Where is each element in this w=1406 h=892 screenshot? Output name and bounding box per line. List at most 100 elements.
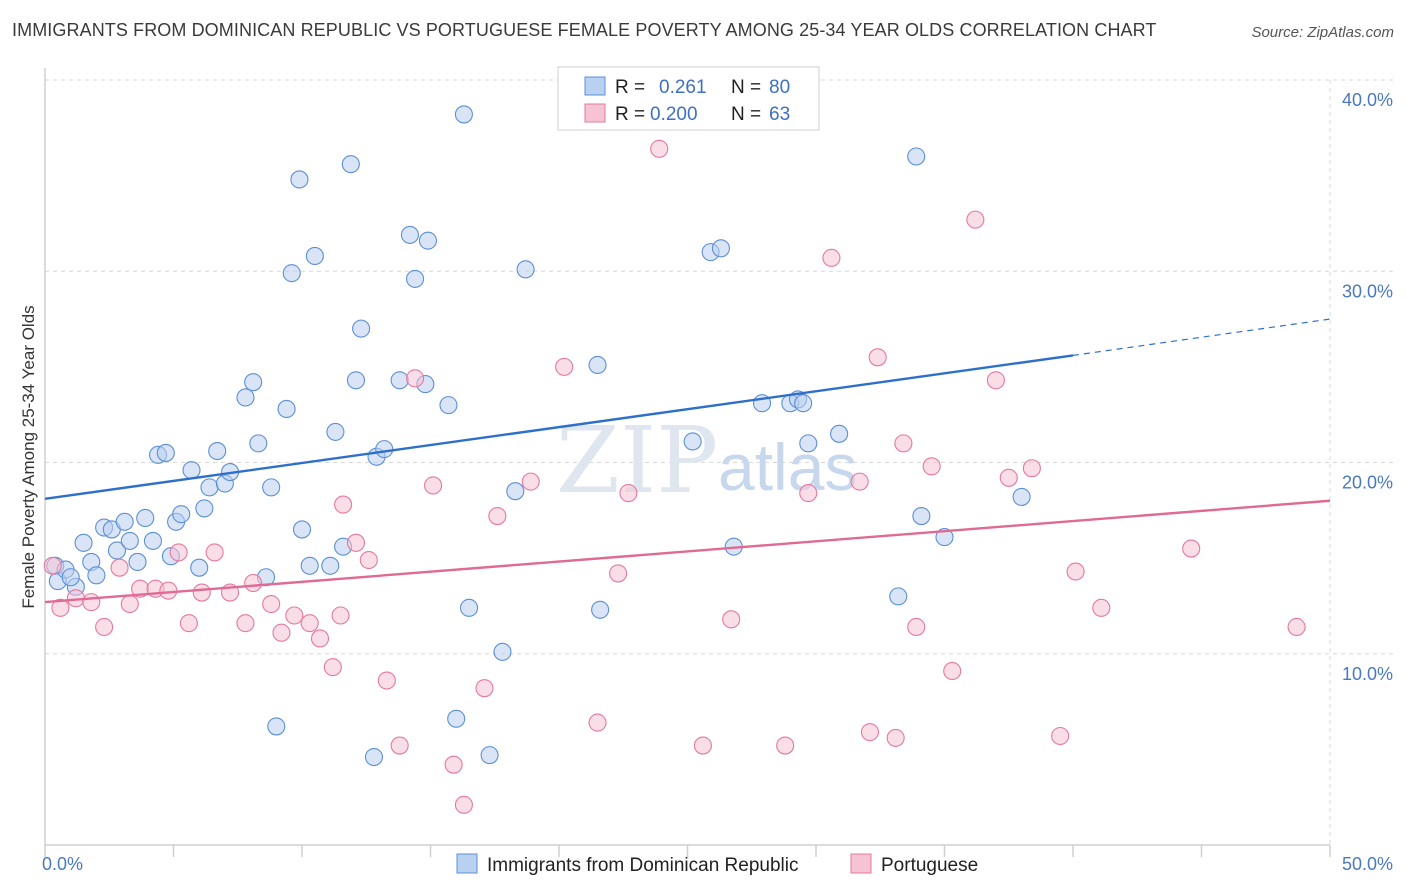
legend-r-value-1: 0.261 [659, 77, 707, 98]
pink-point-49 [894, 434, 913, 453]
pink-point-34 [521, 472, 540, 491]
pink-point-41 [722, 610, 741, 629]
series-legend: Immigrants from Dominican Republic Portu… [456, 853, 978, 876]
blue-point-30 [249, 434, 268, 453]
blue-point-4 [61, 568, 80, 587]
pink-point-26 [377, 671, 396, 690]
pink-point-31 [454, 795, 473, 814]
blue-point-17 [156, 443, 175, 462]
blue-point-62 [588, 355, 607, 375]
blue-point-71 [794, 394, 813, 413]
legend-n-label-1: N = [731, 77, 761, 98]
series-legend-swatch-blue [456, 853, 478, 874]
axes [44, 68, 1331, 857]
blue-point-29 [244, 373, 263, 392]
pink-point-61 [1287, 617, 1306, 637]
pink-trend-line [44, 499, 1331, 604]
blue-point-57 [459, 598, 479, 617]
blue-point-48 [364, 747, 384, 767]
blue-point-36 [290, 170, 309, 189]
legend-n-value-2: 63 [769, 104, 790, 125]
blue-point-45 [346, 371, 366, 390]
blue-point-28 [236, 388, 255, 407]
x-tick-label-min: 0.0% [42, 854, 83, 874]
pink-point-5 [110, 558, 129, 577]
pink-point-20 [300, 614, 319, 633]
blue-point-21 [182, 461, 201, 480]
series-legend-swatch-pink [850, 853, 872, 874]
blue-point-38 [305, 246, 324, 265]
trend-lines [44, 318, 1331, 604]
pink-point-11 [179, 614, 198, 633]
y-tick-label-0: 10.0% [1342, 664, 1393, 684]
pink-point-36 [588, 713, 607, 732]
blue-point-50 [400, 225, 419, 244]
blue-point-32 [262, 478, 281, 497]
blue-point-54 [439, 396, 458, 415]
blue-point-14 [136, 508, 155, 528]
blue-trend-line [44, 354, 1074, 501]
legend-swatch-blue [584, 76, 606, 96]
y-axis-title: Female Poverty Among 25-34 Year Olds [19, 305, 38, 608]
pink-point-57 [1051, 726, 1070, 746]
pink-point-50 [907, 617, 926, 637]
blue-point-47 [375, 440, 394, 459]
pink-point-17 [262, 594, 281, 614]
blue-point-56 [454, 105, 473, 124]
blue-point-10 [107, 541, 127, 560]
pink-point-35 [555, 357, 574, 376]
pink-point-19 [285, 606, 304, 625]
pink-point-45 [850, 472, 869, 491]
blue-point-11 [115, 512, 134, 531]
blue-point-34 [277, 399, 296, 419]
data-points [43, 97, 1306, 814]
blue-point-51 [406, 269, 425, 288]
pink-point-33 [488, 506, 507, 526]
series-legend-label-blue: Immigrants from Dominican Republic [487, 855, 799, 876]
blue-point-61 [516, 260, 535, 279]
blue-point-43 [341, 155, 360, 174]
blue-point-76 [912, 506, 931, 526]
legend-n-value-1: 80 [769, 77, 790, 98]
tick-labels: 10.0% 20.0% 30.0% 40.0% 0.0% 50.0% [42, 90, 1393, 874]
pink-point-40 [693, 736, 712, 755]
legend-r-label-1: R = [615, 77, 645, 98]
pink-point-37 [609, 564, 628, 583]
series-legend-label-pink: Portuguese [881, 855, 978, 876]
blue-point-40 [321, 556, 340, 575]
blue-point-7 [87, 566, 106, 585]
blue-point-53 [418, 231, 437, 250]
pink-point-10 [169, 543, 188, 562]
pink-point-53 [966, 210, 985, 229]
blue-point-35 [282, 264, 301, 283]
pink-point-48 [886, 728, 905, 747]
pink-point-43 [799, 484, 818, 503]
blue-point-33 [267, 717, 286, 736]
pink-point-58 [1066, 562, 1085, 581]
blue-point-37 [300, 556, 319, 575]
pink-point-55 [999, 468, 1018, 487]
source-label: Source: ZipAtlas.com [1251, 24, 1394, 41]
stats-legend: R = 0.261 N = 80 R = 0.200 N = 63 [557, 66, 820, 131]
chart-title: IMMIGRANTS FROM DOMINICAN REPUBLIC VS PO… [12, 20, 1157, 40]
blue-point-20 [172, 505, 191, 524]
pink-point-47 [868, 348, 887, 367]
y-tick-label-1: 20.0% [1342, 473, 1393, 493]
pink-point-25 [359, 550, 378, 570]
blue-point-12 [120, 531, 139, 550]
blue-point-74 [889, 587, 908, 606]
blue-point-59 [493, 642, 512, 661]
blue-point-22 [190, 558, 209, 577]
blue-point-5 [74, 533, 93, 552]
pink-point-60 [1182, 539, 1201, 558]
pink-point-24 [346, 533, 366, 552]
pink-point-51 [922, 457, 941, 476]
pink-point-3 [82, 593, 101, 612]
blue-point-60 [506, 482, 525, 501]
pink-point-21 [310, 629, 330, 648]
blue-point-39 [292, 520, 312, 539]
pink-point-16 [244, 573, 263, 593]
x-tick-label-max: 50.0% [1342, 854, 1393, 874]
pink-point-12 [192, 583, 211, 602]
